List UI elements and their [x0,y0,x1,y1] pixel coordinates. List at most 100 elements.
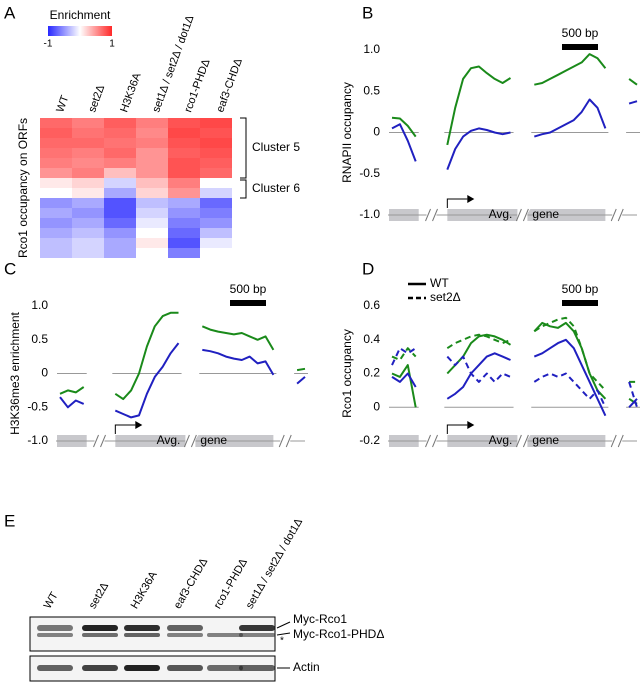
series-line [391,316,637,392]
heatmap-cell [40,158,72,168]
axis-break [425,208,438,222]
legend-label: set2Δ [430,290,461,304]
cluster-label: Cluster 6 [252,181,300,195]
heatmap-cell [72,208,104,218]
band [167,633,203,637]
heatmap-cell [200,148,232,158]
y-tick-label: 1.0 [363,42,380,56]
axis-break [610,208,624,222]
heatmap-cell [72,128,104,138]
band [239,633,275,637]
heatmap-cell [104,158,136,168]
y-tick-label: 0 [41,366,48,380]
axis-break [280,434,291,448]
heatmap-cell [40,128,72,138]
heatmap-cell [168,138,200,148]
heatmap-cell [136,198,168,208]
band [82,665,118,671]
heatmap-cell [136,238,168,248]
axis-break [610,434,624,448]
heatmap-cell [40,138,72,148]
series-line [391,321,638,408]
y-tick-label: -0.5 [27,399,48,413]
y-tick-label: -1.0 [359,207,380,221]
heatmap-cell [200,228,232,238]
band [124,633,160,637]
tss-arrow [446,424,468,434]
heatmap-cell [104,148,136,158]
heatmap-cell [136,138,168,148]
heatmap-cell [72,138,104,148]
tss-arrow [446,198,468,208]
band [207,633,243,637]
series-line [391,53,638,146]
column-label: eaf3-CHDΔ [214,56,245,114]
y-tick-label: -0.5 [359,166,380,180]
scale-bar-label: 500 bp [562,26,599,40]
heatmap-cell [136,188,168,198]
gene-label: gene [532,433,559,447]
band-label: Myc-Rco1-PHDΔ [293,627,384,641]
band [239,625,275,631]
heatmap-cell [168,188,200,198]
heatmap-cell [200,128,232,138]
heatmap-cell [40,248,72,258]
heatmap-cell [200,208,232,218]
panel-letter: C [4,259,16,278]
heatmap-cell [136,228,168,238]
y-tick-label: 1.0 [31,298,48,312]
scale-bar-label: 500 bp [562,282,599,296]
scale-bar-label: 500 bp [230,282,267,296]
scale-bar [562,300,598,306]
y-axis-label: RNAPII occupancy [340,82,354,183]
axis-break [515,208,529,222]
heatmap-cell [136,168,168,178]
y-tick-label: 0.5 [31,332,48,346]
tss-arrow [114,424,136,434]
band [167,665,203,671]
heatmap-cell [72,178,104,188]
tss-arrow [467,421,475,429]
heatmap-cell [72,228,104,238]
axis-break [517,434,528,448]
axis-break [425,434,438,448]
heatmap-cell [136,248,168,258]
heatmap-cell [200,188,232,198]
heatmap-cell [168,178,200,188]
heatmap-cell [168,208,200,218]
legend-label: WT [430,276,449,290]
heatmap-cell [104,188,136,198]
heatmap-cell [40,148,72,158]
heatmap-cell [40,178,72,188]
heatmap-cell [200,248,232,258]
panel-letter: A [4,3,16,22]
heatmap-cell [40,168,72,178]
heatmap-cell [40,228,72,238]
heatmap-cell [40,218,72,228]
series-line [59,342,306,419]
heatmap-cell [40,188,72,198]
band [124,665,160,671]
y-axis-label: Rco1 occupancy [340,329,354,418]
heatmap-cell [136,128,168,138]
heatmap-cell [200,138,232,148]
heatmap-cell [200,178,232,188]
colorbar-tick-label: -1 [44,39,53,50]
heatmap-cell [104,128,136,138]
axis-break [517,208,528,222]
heatmap-cell [168,238,200,248]
y-axis-label: H3K36me3 enrichment [8,311,22,434]
heatmap-cell [72,168,104,178]
heatmap-cell [200,198,232,208]
heatmap-cell [168,218,200,228]
band-label: Myc-Rco1 [293,612,347,626]
series-line [391,347,638,408]
band [37,633,73,637]
axis-break [185,434,196,448]
heatmap-cell [168,168,200,178]
series-line [391,338,638,417]
heatmap-cell [72,218,104,228]
lane-label: set1Δ / set2Δ / dot1Δ [244,516,306,611]
heatmap-cell [104,178,136,188]
